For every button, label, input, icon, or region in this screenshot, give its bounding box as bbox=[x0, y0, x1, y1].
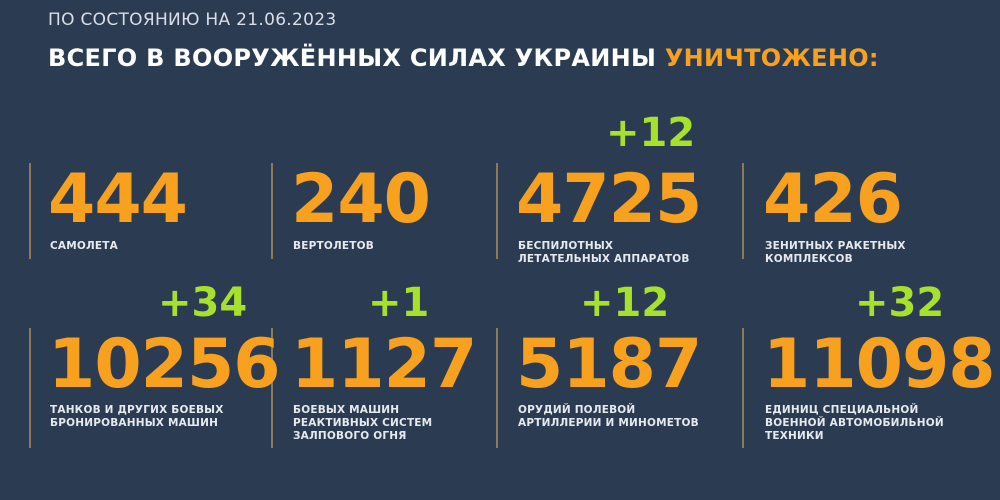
divider bbox=[742, 163, 744, 259]
stat-delta-uav: +12 bbox=[606, 110, 696, 156]
stat-value-sam: 426 bbox=[763, 160, 903, 239]
stat-delta-vehicles: +32 bbox=[855, 280, 945, 326]
stat-label-sam: ЗЕНИТНЫХ РАКЕТНЫХ КОМПЛЕКСОВ bbox=[765, 240, 906, 265]
date-line: ПО СОСТОЯНИЮ НА 21.06.2023 bbox=[48, 10, 337, 30]
divider bbox=[29, 163, 31, 259]
stat-label-aircraft: САМОЛЕТА bbox=[50, 240, 118, 252]
stat-delta-artillery: +12 bbox=[580, 280, 670, 326]
divider bbox=[496, 328, 498, 448]
stat-value-uav: 4725 bbox=[516, 160, 702, 239]
stat-label-uav: БЕСПИЛОТНЫХ ЛЕТАТЕЛЬНЫХ АППАРАТОВ bbox=[518, 240, 690, 265]
stat-label-tanks: ТАНКОВ И ДРУГИХ БОЕВЫХ БРОНИРОВАННЫХ МАШ… bbox=[50, 404, 224, 429]
stat-label-mlrs: БОЕВЫХ МАШИН РЕАКТИВНЫХ СИСТЕМ ЗАЛПОВОГО… bbox=[293, 404, 433, 442]
title-main: ВСЕГО В ВООРУЖЁННЫХ СИЛАХ УКРАИНЫ bbox=[48, 44, 665, 72]
stat-value-helicopters: 240 bbox=[291, 160, 431, 239]
stat-label-vehicles: ЕДИНИЦ СПЕЦИАЛЬНОЙ ВОЕННОЙ АВТОМОБИЛЬНОЙ… bbox=[765, 404, 944, 442]
stat-value-mlrs: 1127 bbox=[291, 325, 477, 404]
divider bbox=[271, 328, 273, 448]
divider bbox=[29, 328, 31, 448]
stat-label-helicopters: ВЕРТОЛЕТОВ bbox=[293, 240, 374, 252]
stat-delta-tanks: +34 bbox=[158, 280, 248, 326]
stat-value-tanks: 10256 bbox=[48, 325, 281, 404]
stat-delta-mlrs: +1 bbox=[368, 280, 430, 326]
stat-value-artillery: 5187 bbox=[516, 325, 702, 404]
title-highlight: УНИЧТОЖЕНО: bbox=[664, 44, 879, 72]
stat-value-aircraft: 444 bbox=[48, 160, 188, 239]
divider bbox=[742, 328, 744, 448]
divider bbox=[496, 163, 498, 259]
page-title: ВСЕГО В ВООРУЖЁННЫХ СИЛАХ УКРАИНЫ УНИЧТО… bbox=[48, 44, 879, 72]
stat-value-vehicles: 11098 bbox=[763, 325, 996, 404]
stat-label-artillery: ОРУДИЙ ПОЛЕВОЙ АРТИЛЛЕРИИ И МИНОМЕТОВ bbox=[518, 404, 699, 429]
divider bbox=[271, 163, 273, 259]
